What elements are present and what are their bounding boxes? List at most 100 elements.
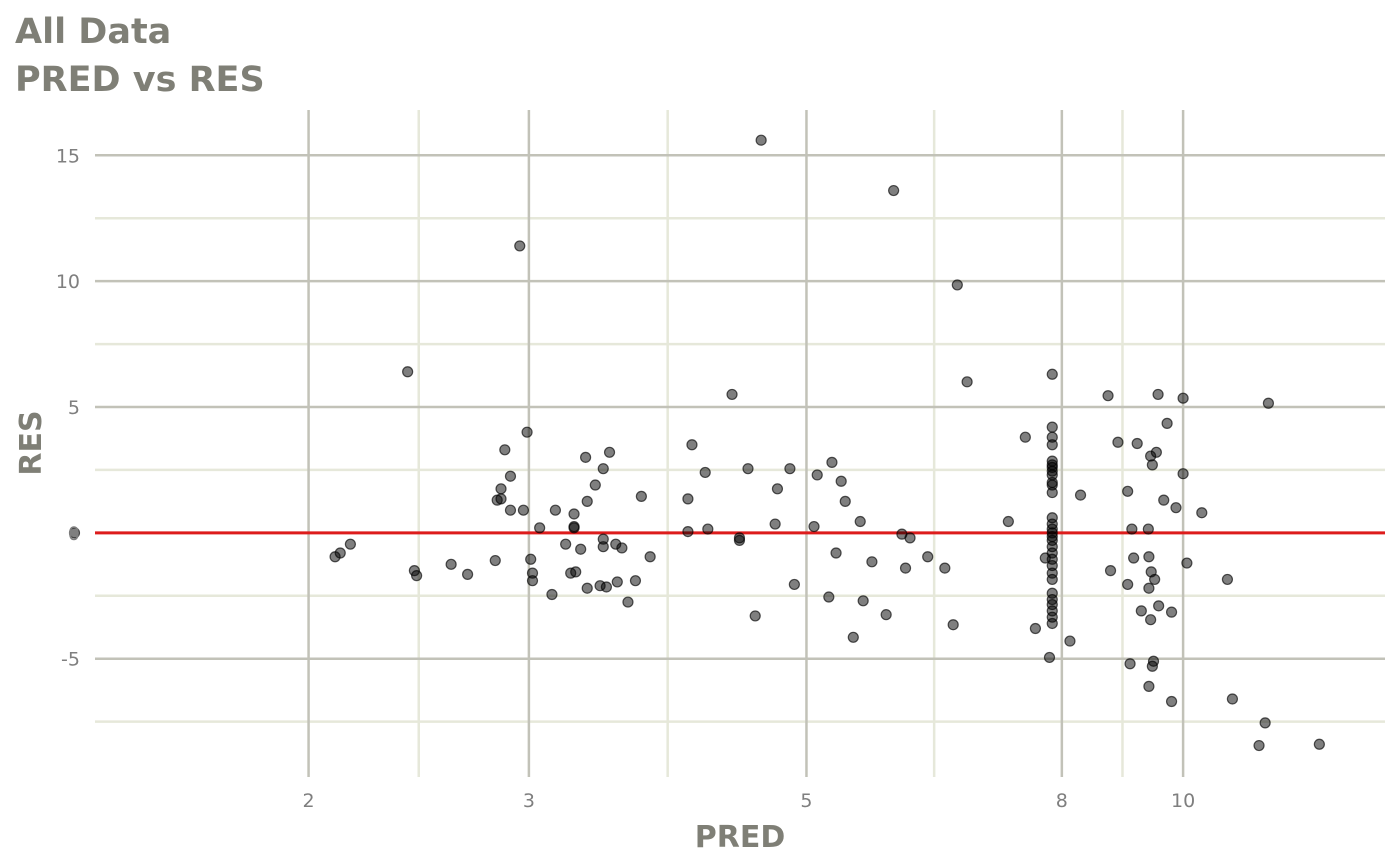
data-point (344, 538, 356, 550)
data-point (1046, 439, 1058, 451)
data-point (1126, 523, 1138, 535)
data-point (1002, 515, 1014, 528)
data-point (682, 525, 694, 538)
data-point (888, 184, 900, 197)
data-point (1046, 368, 1058, 380)
minor-grid (95, 110, 1385, 777)
x-tick-label: 5 (800, 790, 812, 812)
data-point (526, 575, 539, 587)
data-point (560, 538, 572, 550)
data-point (1221, 573, 1234, 586)
chart-title: All Data (15, 12, 172, 52)
x-tick-label: 3 (523, 790, 535, 812)
data-point (1104, 565, 1117, 577)
data-point (597, 463, 609, 475)
data-point (769, 518, 781, 530)
data-point (635, 490, 647, 502)
data-point (644, 551, 656, 563)
data-point (1046, 486, 1058, 499)
data-point (947, 619, 959, 631)
data-point (1122, 485, 1134, 497)
data-point (742, 463, 754, 475)
data-point (622, 596, 634, 608)
data-points (68, 134, 1325, 752)
data-point (1152, 388, 1164, 401)
data-point (603, 446, 616, 458)
x-tick-label: 10 (1171, 790, 1195, 812)
data-point (525, 553, 537, 565)
data-point (495, 493, 507, 505)
data-point (726, 388, 738, 401)
data-point (1131, 437, 1143, 450)
data-point (581, 582, 593, 594)
chart-subtitle: PRED vs RES (15, 60, 265, 100)
data-point (334, 547, 346, 559)
data-point (504, 470, 517, 482)
data-point (1124, 658, 1136, 670)
data-point (568, 520, 580, 533)
data-point (611, 576, 623, 588)
data-point (1259, 717, 1271, 729)
data-point (755, 134, 767, 146)
data-point (771, 483, 784, 495)
data-point (1226, 693, 1239, 705)
data-point (549, 504, 562, 516)
y-tick-label: -5 (61, 649, 80, 671)
data-point (495, 483, 507, 495)
data-point (514, 240, 526, 252)
data-point (733, 532, 746, 544)
data-point (847, 631, 859, 643)
major-grid (95, 110, 1385, 777)
data-point (629, 575, 642, 587)
data-point (784, 463, 796, 475)
data-point (866, 556, 878, 568)
data-point (1165, 606, 1178, 618)
data-point (1158, 494, 1170, 506)
data-point (951, 279, 963, 291)
data-point (546, 588, 558, 601)
data-point (1149, 573, 1161, 586)
data-point (823, 591, 835, 603)
data-point (521, 426, 533, 438)
data-point (1143, 582, 1155, 594)
data-point (1046, 573, 1058, 586)
y-tick-label: 5 (68, 397, 80, 419)
data-point (826, 456, 838, 468)
y-axis-title: RES (14, 410, 49, 475)
data-point (899, 562, 912, 574)
data-point (702, 523, 714, 535)
data-point (839, 495, 851, 507)
y-tick-label: 15 (56, 145, 80, 167)
data-point (1177, 392, 1189, 404)
data-point (504, 504, 517, 516)
data-point (788, 578, 800, 591)
data-point (1161, 417, 1173, 429)
y-tick-label: 0 (68, 523, 80, 545)
data-point (1074, 489, 1087, 501)
data-point (534, 522, 546, 534)
data-point (570, 566, 582, 578)
data-point (1147, 655, 1160, 667)
data-point (1145, 614, 1157, 626)
data-point (579, 451, 592, 463)
data-point (1196, 507, 1208, 519)
data-point (575, 543, 587, 555)
data-point (1262, 397, 1275, 409)
data-point (830, 547, 842, 559)
data-point (682, 493, 694, 505)
data-point (581, 495, 593, 507)
data-point (699, 466, 711, 479)
data-point (1043, 651, 1056, 664)
data-point (499, 444, 511, 456)
data-point (1046, 421, 1058, 433)
data-point (749, 610, 761, 622)
data-point (904, 532, 916, 544)
data-point (68, 527, 81, 539)
data-point (811, 469, 823, 481)
data-point (1102, 390, 1114, 402)
y-axis-tick-labels: -5 0 5 10 15 (56, 145, 80, 670)
data-point (1177, 468, 1189, 480)
data-point (1135, 605, 1147, 617)
data-point (1142, 523, 1154, 535)
data-point (600, 581, 613, 593)
